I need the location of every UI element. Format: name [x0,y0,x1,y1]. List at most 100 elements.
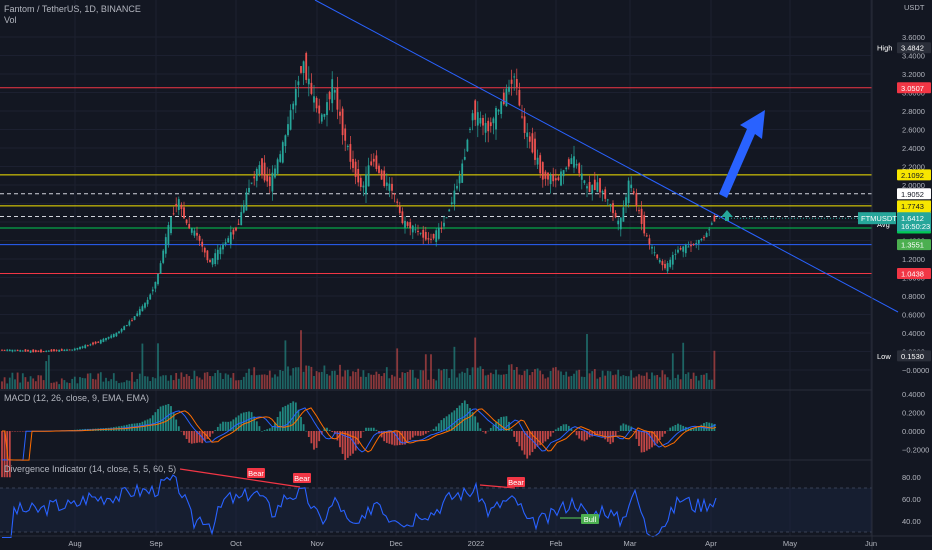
price-tick-label: 2.2000 [902,163,925,172]
macd-hist-bar [411,431,414,438]
time-axis[interactable]: Aug Sep Oct Nov Dec 2022 Feb Mar Apr May Jun [68,539,877,548]
macd-hist-bar [479,428,482,431]
bear-divergence-line [179,468,301,488]
volume-bar [612,375,614,389]
volume-bar [440,370,443,389]
volume-bar [42,380,45,389]
macd-hist-bar [188,431,191,443]
candle-body [92,342,94,345]
volume-bar [391,374,393,389]
volume-bar [619,376,622,389]
volume-bar [474,337,477,389]
candle-body [515,78,518,87]
volume-bar [453,346,456,389]
candle-body [250,182,253,184]
candle-body [367,165,370,187]
volume-bar [448,377,451,389]
candle-body [154,281,157,289]
volume-bar [105,377,107,389]
macd-hist-bar [235,417,237,431]
volume-bar [19,382,22,389]
volume-bar [604,375,607,389]
candle-body [177,199,180,210]
volume-bar [110,379,113,389]
macd-hist-bar [687,427,690,431]
volume-bar [21,373,24,389]
macd-hist-bar [385,431,388,443]
volume-bar [120,382,123,389]
macd-hist-bar [401,431,404,445]
volume-bar [84,378,87,389]
volume-label[interactable]: Vol [4,15,17,25]
candle-body [50,349,53,352]
candle-body [375,155,378,170]
candle-body [664,263,666,269]
price-badge-value-bg [897,82,931,94]
macd-hist-bar [500,417,503,431]
volume-bar [427,379,430,389]
macd-hist-bar [255,421,258,431]
candle-body [383,170,386,187]
macd-hist-bar [404,431,406,445]
candle-body [456,185,458,189]
volume-bar [523,370,526,389]
macd-hist-bar [209,431,211,437]
candle-body [534,138,536,160]
macd-hist-bar [177,426,180,431]
candle-body [175,204,178,207]
volume-bar [229,377,232,389]
macd-hist-bar [671,426,674,431]
projection-arrow[interactable] [719,110,765,198]
candle-body [115,332,118,337]
candle-body [279,154,282,162]
macd-hist-bar [276,417,279,431]
volume-bar [586,334,588,389]
volume-bar [123,382,126,389]
volume-bar [149,381,152,389]
volume-bar [690,378,692,389]
macd-hist-bar [534,431,536,449]
volume-bar [622,375,625,389]
div-tag-text: Bear [248,469,264,478]
volume-bar [549,370,552,389]
price-badge-value: 0.1530 [901,352,924,361]
macd-hist-bar [547,431,549,440]
volume-bar [365,376,367,389]
volume-bar [297,367,300,389]
candle-body [180,204,183,210]
candle-body [159,263,162,274]
macd-hist-bar [302,424,305,431]
macd-hist-bar [435,426,438,431]
candle-body [476,112,479,126]
candle-body [198,235,201,241]
volume-bar [664,374,666,389]
macd-hist-bar [510,429,513,431]
price-badge-value: 3.4842 [901,44,924,53]
candle-body [170,217,172,234]
symbol-title[interactable]: Fantom / TetherUS, 1D, BINANCE [4,4,141,14]
macd-hist-bar [489,427,492,431]
candle-body [227,238,230,243]
volume-bar [180,372,183,389]
macd-hist-bar [11,431,14,432]
candle-body [484,122,487,133]
macd-hist-bar [622,423,625,431]
volume-bar [687,372,690,389]
volume-bar [401,372,404,389]
volume-bar [411,369,414,389]
price-badge-value-bg [897,267,931,279]
macd-hist-bar [328,429,331,431]
macd-hist-bar [253,416,256,431]
volume-bar [679,379,682,389]
candle-body [445,217,448,219]
divergence-label[interactable]: Divergence Indicator (14, close, 5, 5, 6… [4,464,177,474]
macd-hist-bar [502,416,505,431]
macd-label[interactable]: MACD (12, 26, close, 9, EMA, EMA) [4,393,150,403]
candle-body [255,168,258,181]
trendline[interactable] [314,0,899,313]
candle-body [502,92,505,105]
candle-body [703,237,705,239]
volume-bar [1,381,3,389]
